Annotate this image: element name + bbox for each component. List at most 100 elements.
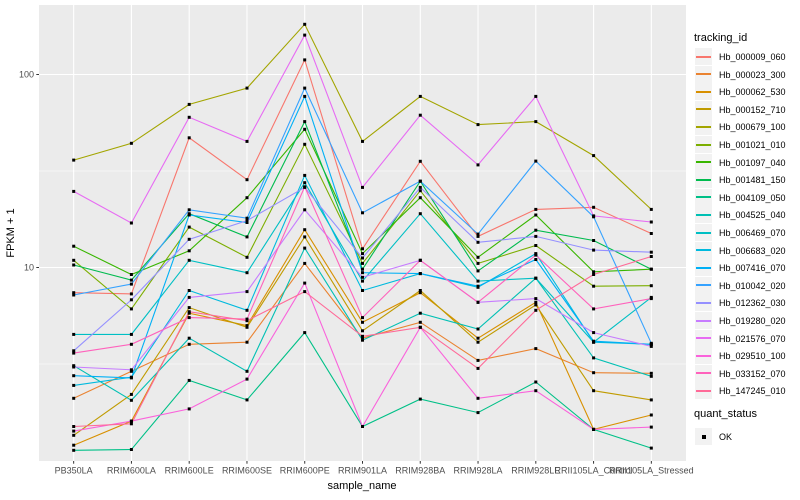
legend-key-line-icon <box>696 337 711 340</box>
legend-item-label: Hb_010042_020 <box>719 280 786 291</box>
data-point <box>649 220 653 224</box>
data-point <box>72 443 76 447</box>
data-point <box>187 225 191 229</box>
data-point <box>649 255 653 258</box>
data-point <box>245 324 249 328</box>
data-point <box>72 374 76 378</box>
data-point <box>649 341 653 345</box>
data-point <box>534 276 538 280</box>
data-point <box>418 325 422 329</box>
data-point <box>534 228 538 232</box>
data-point <box>534 389 538 393</box>
data-point <box>245 86 249 90</box>
data-point <box>303 58 307 62</box>
data-point <box>649 207 653 211</box>
data-point <box>187 310 191 314</box>
data-point <box>303 33 307 37</box>
data-point <box>361 425 364 428</box>
data-point <box>534 244 538 247</box>
legend-item-label: Hb_004525_040 <box>719 210 786 221</box>
data-point <box>245 255 249 259</box>
data-point <box>649 250 653 254</box>
data-point <box>649 297 653 301</box>
data-point <box>245 139 249 143</box>
data-point <box>129 292 133 296</box>
data-point <box>303 331 307 335</box>
data-point <box>592 371 596 375</box>
data-point <box>187 289 191 292</box>
data-point <box>592 239 596 242</box>
legend-key <box>695 100 712 118</box>
data-point <box>534 213 538 217</box>
legend-key-line-icon <box>696 125 711 128</box>
legend-key <box>695 188 712 206</box>
legend-item: Hb_021576_070 <box>690 329 800 348</box>
legend-key <box>695 153 712 171</box>
data-point <box>361 316 364 320</box>
data-point <box>187 115 191 119</box>
legend-item: Hb_001021_010 <box>690 136 800 154</box>
data-point <box>72 351 76 355</box>
legend-item-label: Hb_006469_070 <box>719 228 786 238</box>
data-point <box>534 380 538 384</box>
x-tick-label: PB350LA <box>55 466 93 476</box>
data-point <box>649 344 653 348</box>
legend-key <box>695 241 712 259</box>
data-point <box>303 185 307 189</box>
y-axis-title: FPKM + 1 <box>5 208 17 257</box>
x-tick-label: RRII105LA_Stressed <box>609 466 694 476</box>
data-point <box>187 378 191 382</box>
legend-item-label: Hb_000062_530 <box>719 87 786 98</box>
x-tick-label: RRIM600LE <box>165 466 214 476</box>
data-point <box>245 317 249 321</box>
legend-key <box>695 276 712 294</box>
legend-key-line-icon <box>696 73 711 76</box>
data-point <box>303 173 307 177</box>
data-point <box>418 311 422 315</box>
legend-key-line-icon <box>696 178 711 181</box>
data-point <box>129 278 133 282</box>
data-point <box>649 446 653 450</box>
data-point <box>534 94 538 98</box>
data-point <box>418 196 422 200</box>
data-point <box>72 383 76 387</box>
legend: tracking_id Hb_000009_060 Hb_000023_300 Hb… <box>690 0 800 500</box>
legend-quant-label: OK <box>719 432 733 442</box>
data-point <box>303 86 307 90</box>
data-point <box>72 158 76 162</box>
data-point <box>129 419 133 423</box>
legend-item: Hb_012362_030 <box>690 294 800 312</box>
data-point <box>418 159 422 163</box>
legend-item: Hb_147245_010 <box>690 382 800 400</box>
legend-item: Hb_019280_020 <box>690 312 800 330</box>
data-point <box>534 159 538 163</box>
data-point <box>72 425 76 428</box>
data-point <box>245 196 249 200</box>
data-point <box>72 258 76 262</box>
legend-item: Hb_000152_710 <box>690 100 800 119</box>
data-point <box>361 247 364 251</box>
legend-item: Hb_006683_020 <box>690 241 800 260</box>
legend-key-line-icon <box>696 55 711 58</box>
data-point <box>534 234 538 238</box>
data-point <box>303 228 307 232</box>
legend-item-label: Hb_001481_150 <box>719 175 786 186</box>
legend-item-label: Hb_000009_060 <box>719 52 786 62</box>
legend-key <box>695 224 712 241</box>
legend-item: Hb_029510_100 <box>690 347 800 365</box>
data-point <box>303 261 307 265</box>
data-point <box>592 270 596 274</box>
data-point <box>129 141 133 145</box>
data-point <box>187 295 191 299</box>
data-point <box>303 246 307 250</box>
data-point <box>476 234 480 238</box>
data-point <box>72 349 76 353</box>
legend-item: Hb_033152_070 <box>690 364 800 383</box>
data-point <box>592 154 596 158</box>
legend-key-line-icon <box>696 266 711 269</box>
data-point <box>245 398 249 402</box>
data-point <box>534 258 538 261</box>
data-point <box>361 261 364 265</box>
data-point <box>418 212 422 216</box>
